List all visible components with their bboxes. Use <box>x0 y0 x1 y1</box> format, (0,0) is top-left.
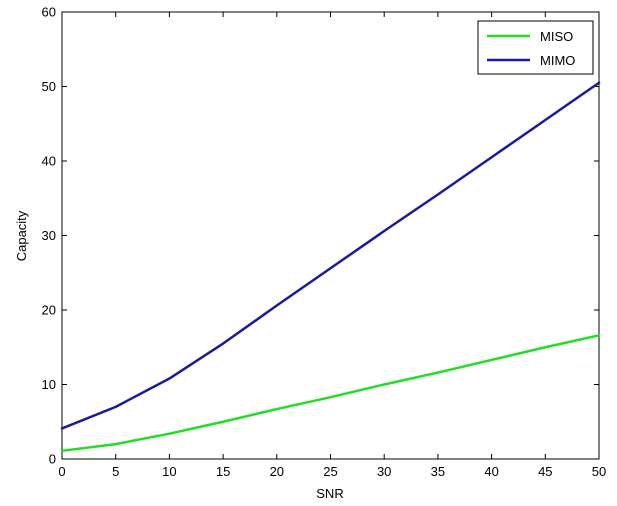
y-tick-label: 20 <box>42 303 56 318</box>
axis-ticks: 0 5 10 15 20 25 30 35 40 45 50 0 10 20 30 40 50 60 <box>42 5 607 480</box>
legend-box <box>477 20 594 75</box>
x-tick-label: 45 <box>538 464 552 479</box>
x-tick-label: 15 <box>216 464 230 479</box>
x-axis-label: SNR <box>316 486 343 501</box>
x-tick-label: 40 <box>484 464 498 479</box>
series-lines <box>60 81 601 453</box>
y-tick-label: 0 <box>49 452 56 467</box>
y-axis-label: Capacity <box>14 210 29 261</box>
y-tick-label: 60 <box>42 5 56 20</box>
x-tick-label: 5 <box>112 464 119 479</box>
legend-label-mimo: MIMO <box>540 53 575 68</box>
x-tick-label: 25 <box>323 464 337 479</box>
legend: MISO MIMO <box>477 20 594 75</box>
x-tick-label: 0 <box>58 464 65 479</box>
y-tick-label: 50 <box>42 79 56 94</box>
x-tick-label: 20 <box>270 464 284 479</box>
x-tick-label: 30 <box>377 464 391 479</box>
legend-label-miso: MISO <box>540 29 573 44</box>
x-tick-label: 50 <box>592 464 606 479</box>
series-line-mimo <box>60 81 601 430</box>
x-tick-label: 35 <box>431 464 445 479</box>
x-tick-label: 10 <box>162 464 176 479</box>
y-tick-label: 10 <box>42 377 56 392</box>
y-tick-label: 40 <box>42 154 56 169</box>
y-tick-label: 30 <box>42 228 56 243</box>
series-line-miso <box>60 334 601 453</box>
plot-area <box>61 11 600 460</box>
